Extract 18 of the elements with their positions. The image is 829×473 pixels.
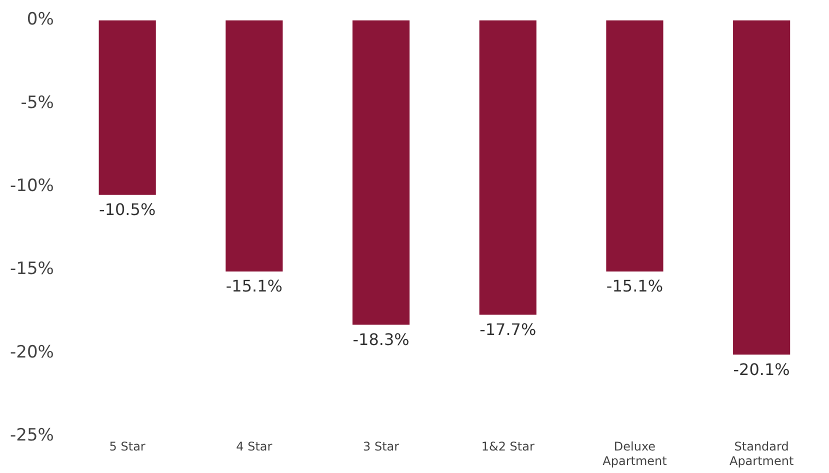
- data-label: -15.1%: [606, 276, 664, 296]
- y-tick-label: -15%: [10, 259, 54, 280]
- x-tick-label: 5 Star: [109, 440, 146, 454]
- y-tick-label: -10%: [10, 176, 54, 196]
- x-tick-label: Standard Apartment: [729, 440, 794, 468]
- x-tick-label: 1&2 Star: [481, 440, 534, 454]
- data-label: -18.3%: [352, 330, 410, 349]
- y-tick-label: -5%: [20, 92, 54, 113]
- data-label: -20.1%: [733, 360, 790, 379]
- x-tick-label: Deluxe Apartment: [602, 440, 668, 468]
- y-tick-label: -25%: [10, 426, 54, 446]
- data-label: -17.7%: [480, 320, 536, 339]
- data-label: -10.5%: [99, 200, 156, 220]
- x-tick-label: 3 Star: [363, 440, 400, 454]
- x-tick-label: 4 Star: [236, 440, 272, 454]
- y-tick-label: -20%: [10, 342, 54, 362]
- y-tick-label: 0%: [26, 10, 54, 30]
- data-label: -15.1%: [226, 276, 282, 296]
